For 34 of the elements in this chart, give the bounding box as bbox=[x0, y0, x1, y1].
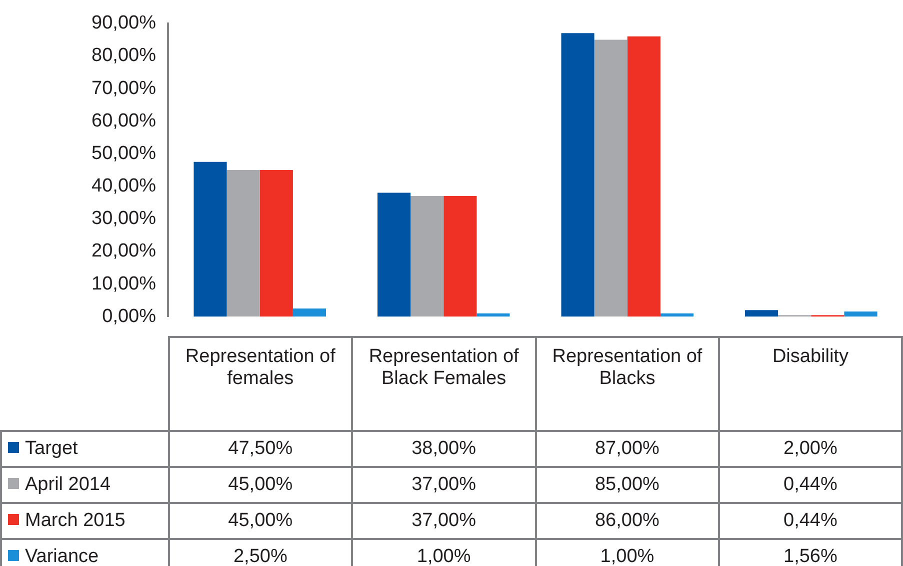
y-tick-label: 60,00% bbox=[92, 110, 156, 132]
data-label: 87,00% bbox=[536, 431, 719, 467]
data-label: 47,50% bbox=[168, 431, 352, 467]
legend-label: April 2014 bbox=[1, 467, 169, 503]
x-tick-label: Representation of females bbox=[168, 337, 352, 431]
legend-label: Variance bbox=[1, 539, 169, 566]
legend-label: March 2015 bbox=[1, 503, 169, 539]
data-label: 85,00% bbox=[536, 467, 719, 503]
y-tick-label: 10,00% bbox=[92, 273, 156, 294]
data-label: 45,00% bbox=[168, 467, 352, 503]
data-label: 0,44% bbox=[718, 467, 902, 503]
data-label: 2,00% bbox=[718, 431, 902, 467]
y-tick-label: 80,00% bbox=[92, 45, 156, 66]
data-label: 86,00% bbox=[536, 503, 719, 539]
y-tick-label: 90,00% bbox=[92, 12, 156, 34]
y-tick-label: 20,00% bbox=[92, 240, 156, 262]
y-tick-label: 50,00% bbox=[92, 142, 156, 164]
y-tick-label: 0,00% bbox=[102, 306, 156, 327]
data-label: 45,00% bbox=[168, 503, 352, 539]
y-tick-label: 30,00% bbox=[92, 208, 156, 230]
data-label: 38,00% bbox=[352, 431, 536, 467]
x-tick-label: Representation of Black Females bbox=[352, 337, 536, 431]
y-tick-label: 70,00% bbox=[92, 78, 156, 99]
y-tick-label: 40,00% bbox=[92, 176, 156, 197]
data-label: 0,44% bbox=[718, 503, 902, 539]
data-label: 2,50% bbox=[168, 539, 352, 566]
legend-label: Target bbox=[1, 431, 169, 467]
data-label: 1,56% bbox=[718, 539, 902, 566]
data-label: 1,00% bbox=[352, 539, 536, 566]
x-tick-label: Disability bbox=[718, 337, 902, 431]
x-tick-label: Representation of Blacks bbox=[536, 337, 719, 431]
data-label: 1,00% bbox=[536, 539, 719, 566]
data-label: 37,00% bbox=[352, 467, 536, 503]
data-label: 37,00% bbox=[352, 503, 536, 539]
